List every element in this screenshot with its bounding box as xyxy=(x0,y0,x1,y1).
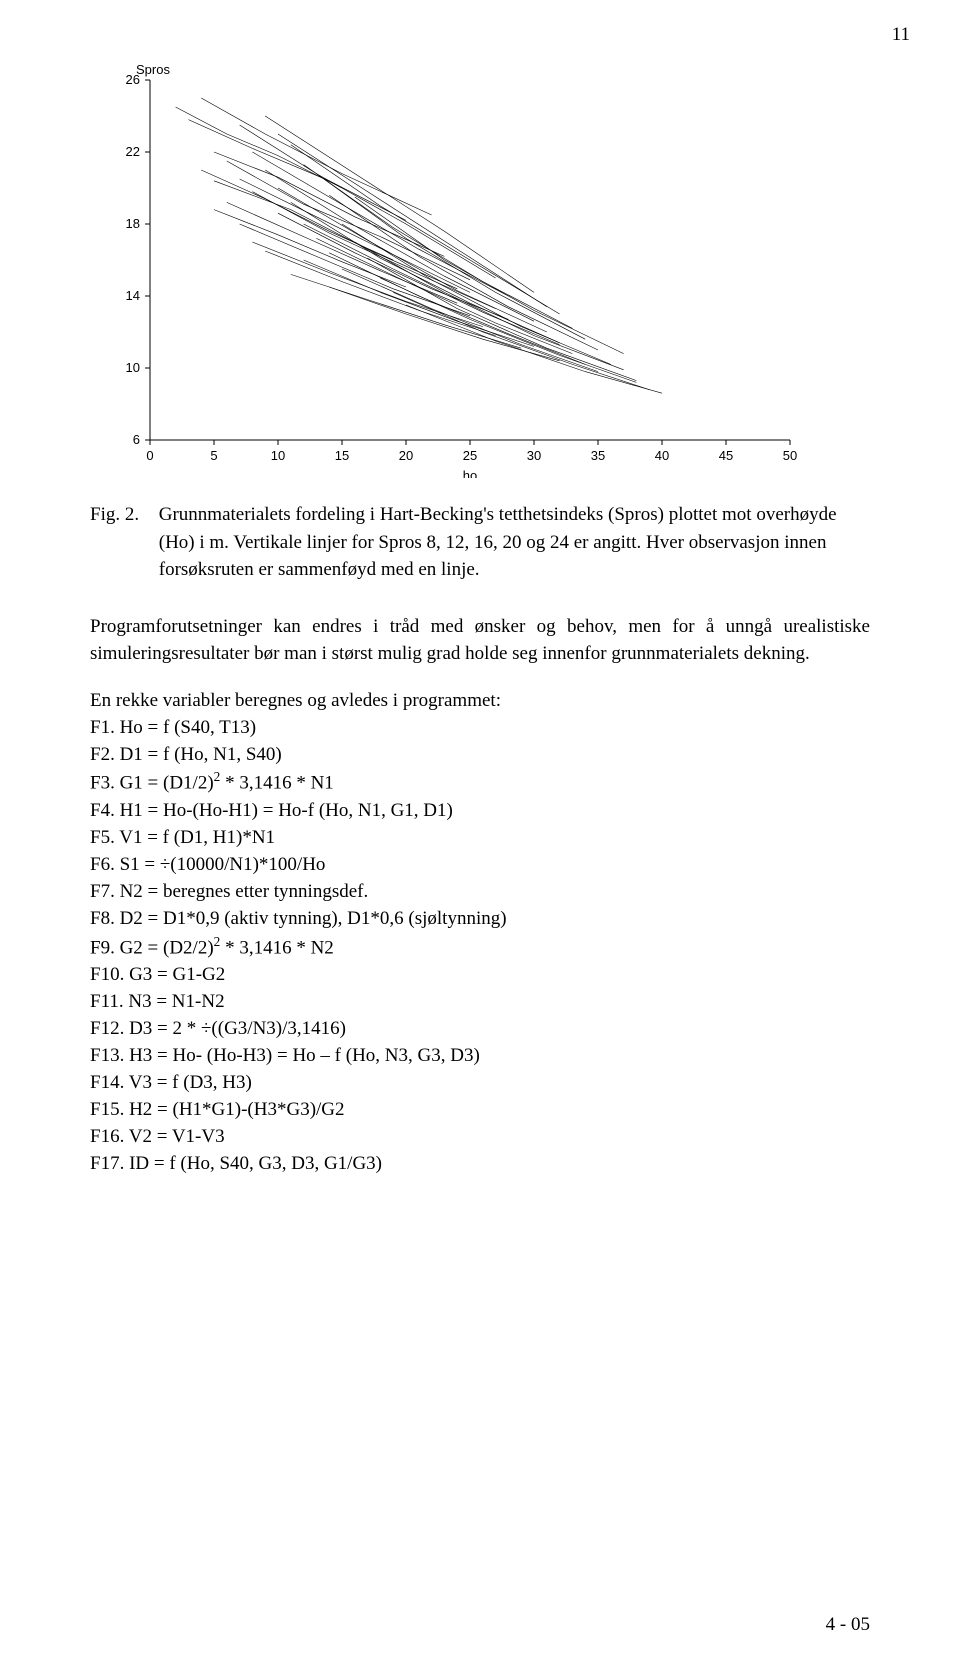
formula-f11: F11. N3 = N1-N2 xyxy=(90,989,870,1016)
figure-label: Fig. 2. xyxy=(90,501,154,529)
formula-f9: F9. G2 = (D2/2)2 * 3,1416 * N2 xyxy=(90,933,870,962)
svg-text:40: 40 xyxy=(655,448,669,463)
formula-f2: F2. D1 = f (Ho, N1, S40) xyxy=(90,742,870,769)
spros-ho-chart: 0510152025303540455061014182226hoSpros xyxy=(90,58,810,478)
f9-part-b: * 3,1416 * N2 xyxy=(220,937,333,958)
svg-text:30: 30 xyxy=(527,448,541,463)
svg-text:18: 18 xyxy=(126,216,140,231)
formula-f14: F14. V3 = f (D3, H3) xyxy=(90,1070,870,1097)
formula-f6: F6. S1 = ÷(10000/N1)*100/Ho xyxy=(90,852,870,879)
formula-f1: F1. Ho = f (S40, T13) xyxy=(90,715,870,742)
svg-text:22: 22 xyxy=(126,144,140,159)
paragraph-1: Programforutsetninger kan endres i tråd … xyxy=(90,614,870,668)
f3-part-b: * 3,1416 * N1 xyxy=(220,773,333,794)
formula-f16: F16. V2 = V1-V3 xyxy=(90,1124,870,1151)
formula-f15: F15. H2 = (H1*G1)-(H3*G3)/G2 xyxy=(90,1097,870,1124)
formula-f7: F7. N2 = beregnes etter tynningsdef. xyxy=(90,879,870,906)
chart-container: 0510152025303540455061014182226hoSpros xyxy=(90,58,870,483)
svg-text:Spros: Spros xyxy=(136,62,170,77)
svg-text:5: 5 xyxy=(210,448,217,463)
svg-text:6: 6 xyxy=(133,432,140,447)
svg-text:15: 15 xyxy=(335,448,349,463)
figure-caption-text: Grunnmaterialets fordeling i Hart-Beckin… xyxy=(159,501,869,584)
svg-text:20: 20 xyxy=(399,448,413,463)
f9-part-a: F9. G2 = (D2/2) xyxy=(90,937,214,958)
formula-f10: F10. G3 = G1-G2 xyxy=(90,962,870,989)
f3-part-a: F3. G1 = (D1/2) xyxy=(90,773,214,794)
variable-list: En rekke variabler beregnes og avledes i… xyxy=(90,688,870,1178)
formula-f3: F3. G1 = (D1/2)2 * 3,1416 * N1 xyxy=(90,768,870,797)
formula-f8: F8. D2 = D1*0,9 (aktiv tynning), D1*0,6 … xyxy=(90,906,870,933)
formula-f5: F5. V1 = f (D1, H1)*N1 xyxy=(90,825,870,852)
page-number-bottom: 4 - 05 xyxy=(826,1614,870,1636)
svg-text:35: 35 xyxy=(591,448,605,463)
svg-text:10: 10 xyxy=(271,448,285,463)
figure-caption: Fig. 2. Grunnmaterialets fordeling i Har… xyxy=(90,501,870,584)
svg-text:0: 0 xyxy=(146,448,153,463)
varlist-intro: En rekke variabler beregnes og avledes i… xyxy=(90,688,870,715)
svg-text:50: 50 xyxy=(783,448,797,463)
svg-text:25: 25 xyxy=(463,448,477,463)
svg-text:14: 14 xyxy=(126,288,140,303)
formula-f17: F17. ID = f (Ho, S40, G3, D3, G1/G3) xyxy=(90,1151,870,1178)
svg-text:10: 10 xyxy=(126,360,140,375)
svg-text:ho: ho xyxy=(463,468,477,478)
formula-f4: F4. H1 = Ho-(Ho-H1) = Ho-f (Ho, N1, G1, … xyxy=(90,798,870,825)
svg-text:45: 45 xyxy=(719,448,733,463)
page-number-top: 11 xyxy=(892,24,910,46)
formula-f12: F12. D3 = 2 * ÷((G3/N3)/3,1416) xyxy=(90,1016,870,1043)
formula-f13: F13. H3 = Ho- (Ho-H3) = Ho – f (Ho, N3, … xyxy=(90,1043,870,1070)
